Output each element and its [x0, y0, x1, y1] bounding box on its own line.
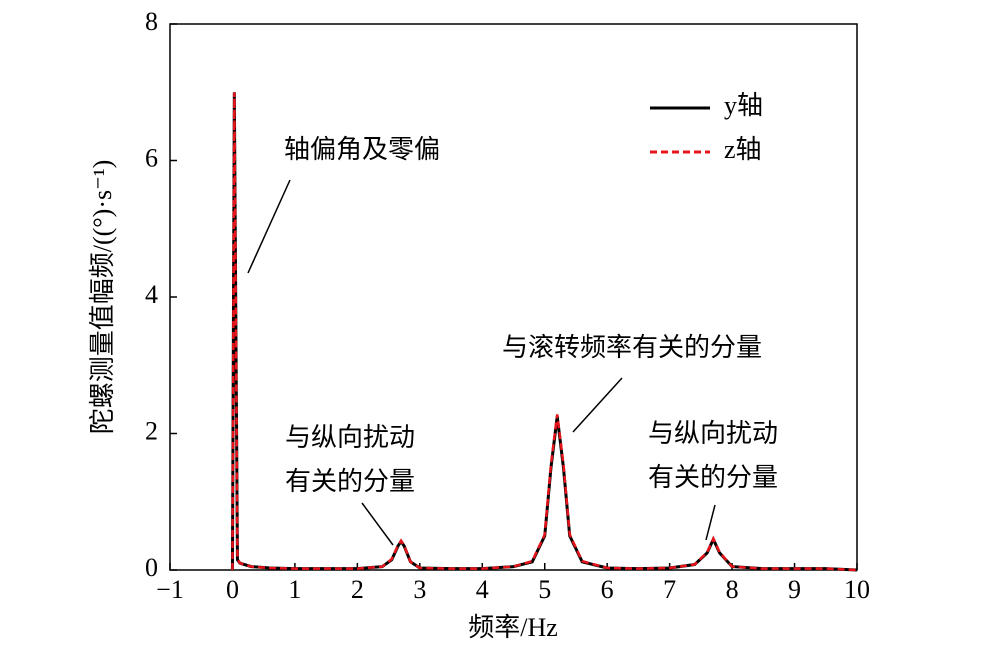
y-tick-label: 8: [145, 7, 158, 36]
annotation: 与纵向扰动: [285, 423, 415, 452]
y-tick-label: 4: [145, 280, 158, 309]
x-tick-label: 5: [538, 575, 551, 604]
legend-label: y轴: [724, 91, 763, 120]
annotation: 与滚转频率有关的分量: [502, 333, 762, 362]
x-tick-label: −1: [156, 575, 184, 604]
y-tick-label: 2: [145, 416, 158, 445]
annotation-leader: [572, 377, 623, 433]
annotation-leader: [361, 502, 394, 546]
x-tick-label: 0: [226, 575, 239, 604]
series-line: [231, 92, 858, 572]
y-axis-label: 陀螺测量值幅频/((°)·s⁻¹): [88, 160, 117, 435]
x-tick-label: 4: [476, 575, 489, 604]
x-tick-label: 3: [413, 575, 426, 604]
annotation: 与纵向扰动: [648, 419, 778, 448]
y-tick-label: 0: [145, 553, 158, 582]
x-tick-label: 7: [663, 575, 676, 604]
annotation: 有关的分量: [285, 467, 415, 496]
annotation: 轴偏角及零偏: [284, 135, 440, 164]
annotation-leader: [705, 504, 716, 541]
x-axis-label: 频率/Hz: [468, 613, 558, 642]
x-tick-label: 9: [788, 575, 801, 604]
x-tick-label: 1: [288, 575, 301, 604]
x-tick-label: 10: [844, 575, 870, 604]
y-tick-label: 6: [145, 143, 158, 172]
legend-label: z轴: [724, 135, 762, 164]
x-tick-label: 8: [726, 575, 739, 604]
x-tick-label: 2: [351, 575, 364, 604]
annotation: 有关的分量: [648, 463, 778, 492]
x-tick-label: 6: [601, 575, 614, 604]
annotation-leader: [247, 179, 291, 274]
